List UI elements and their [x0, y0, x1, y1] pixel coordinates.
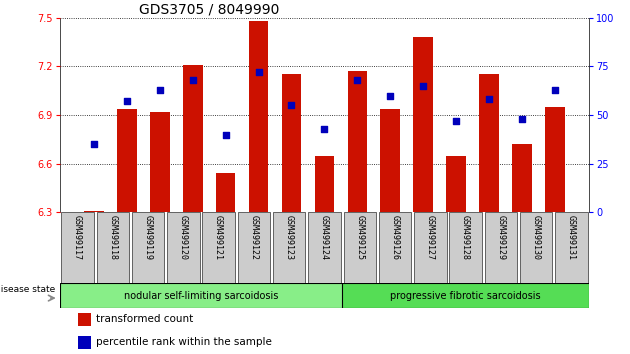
Point: [517, 116, 527, 122]
Point: [154, 87, 164, 92]
Text: GSM499120: GSM499120: [179, 215, 188, 259]
Bar: [545, 107, 565, 212]
Point: [386, 93, 396, 98]
Bar: [381, 109, 400, 212]
Point: [220, 132, 231, 137]
Bar: [84, 211, 104, 212]
Bar: [282, 74, 301, 212]
Bar: [77, 336, 91, 349]
Text: GSM499124: GSM499124: [320, 215, 329, 259]
Bar: [183, 65, 202, 212]
Bar: [484, 212, 517, 283]
Text: GSM499127: GSM499127: [426, 215, 435, 259]
Bar: [77, 313, 91, 326]
Text: GSM499130: GSM499130: [532, 215, 541, 259]
Text: GSM499118: GSM499118: [108, 215, 117, 259]
Bar: [342, 283, 589, 308]
Bar: [273, 212, 306, 283]
Bar: [413, 37, 433, 212]
Text: percentile rank within the sample: percentile rank within the sample: [96, 337, 272, 348]
Bar: [215, 173, 236, 212]
Bar: [379, 212, 411, 283]
Bar: [348, 71, 367, 212]
Text: disease state: disease state: [0, 285, 55, 294]
Text: transformed count: transformed count: [96, 314, 193, 325]
Bar: [117, 109, 137, 212]
Bar: [520, 212, 553, 283]
Point: [287, 103, 297, 108]
Text: GSM499121: GSM499121: [214, 215, 223, 259]
Bar: [61, 212, 94, 283]
Bar: [150, 112, 169, 212]
Point: [352, 77, 362, 83]
Point: [418, 83, 428, 88]
Bar: [447, 156, 466, 212]
Point: [253, 69, 263, 75]
Bar: [167, 212, 200, 283]
Bar: [479, 74, 499, 212]
Text: GSM499117: GSM499117: [73, 215, 82, 259]
Bar: [249, 21, 268, 212]
Bar: [60, 283, 342, 308]
Bar: [512, 144, 532, 212]
Text: GSM499129: GSM499129: [496, 215, 505, 259]
Text: GSM499122: GSM499122: [249, 215, 258, 259]
Text: GSM499125: GSM499125: [355, 215, 364, 259]
Bar: [96, 212, 129, 283]
Text: GSM499119: GSM499119: [144, 215, 152, 259]
Bar: [314, 156, 335, 212]
Bar: [238, 212, 270, 283]
Point: [484, 97, 495, 102]
Point: [319, 126, 329, 131]
Text: nodular self-limiting sarcoidosis: nodular self-limiting sarcoidosis: [123, 291, 278, 301]
Point: [188, 77, 198, 83]
Bar: [449, 212, 482, 283]
Point: [122, 98, 132, 104]
Bar: [202, 212, 235, 283]
Text: GSM499123: GSM499123: [285, 215, 294, 259]
Bar: [343, 212, 376, 283]
Text: GSM499126: GSM499126: [391, 215, 399, 259]
Point: [89, 141, 99, 147]
Point: [550, 87, 560, 92]
Text: GSM499131: GSM499131: [567, 215, 576, 259]
Text: progressive fibrotic sarcoidosis: progressive fibrotic sarcoidosis: [390, 291, 541, 301]
Bar: [132, 212, 164, 283]
Point: [451, 118, 461, 124]
Bar: [414, 212, 447, 283]
Text: GSM499128: GSM499128: [461, 215, 470, 259]
Bar: [555, 212, 588, 283]
Bar: [308, 212, 341, 283]
Text: GDS3705 / 8049990: GDS3705 / 8049990: [139, 2, 280, 17]
